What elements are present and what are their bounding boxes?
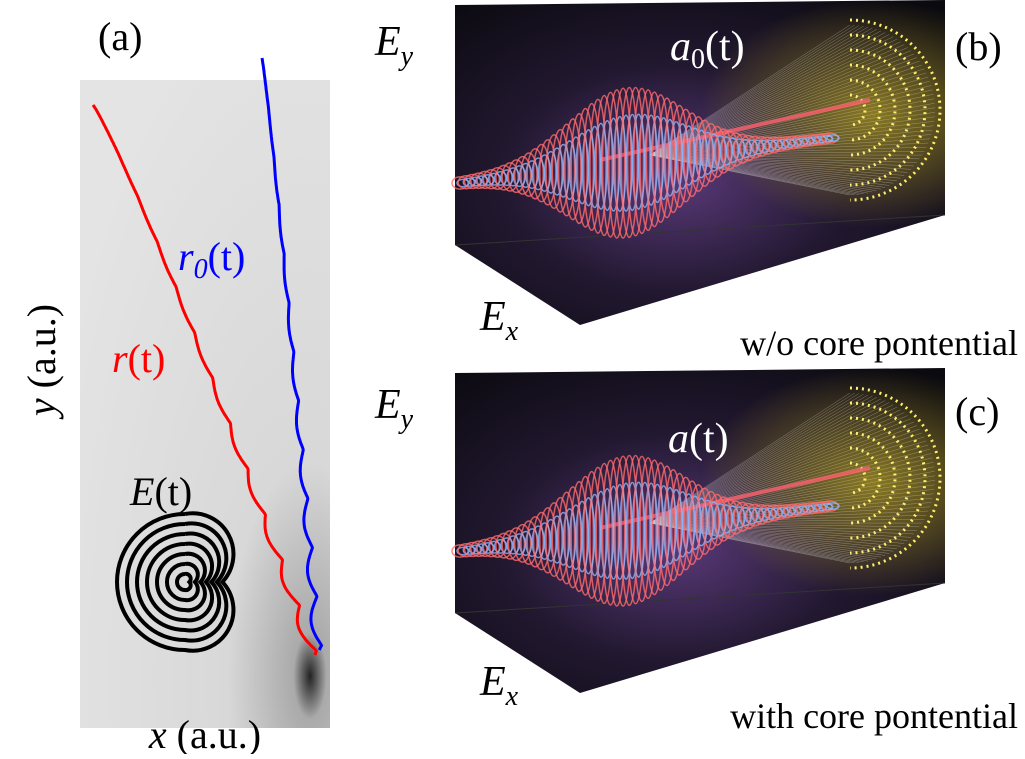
- figure: (a) y (a.u.) x (a.u.) E(t) r(t) r0(t) Ey…: [0, 0, 1025, 754]
- accel-label: a0(t): [670, 24, 745, 75]
- panel-label: (b): [955, 24, 1002, 69]
- caption: w/o core pontential: [740, 323, 1018, 363]
- accel-label: a(t): [668, 416, 729, 462]
- ex-label: Ex: [479, 659, 519, 712]
- ey-label: Ey: [374, 382, 414, 435]
- trajectory-free-label: r0(t): [178, 234, 245, 285]
- ey-label: Ey: [374, 19, 414, 72]
- ex-label: Ex: [479, 294, 519, 347]
- caption: with core pontential: [730, 696, 1018, 736]
- panel-a-background: [80, 80, 330, 728]
- trajectory-label: r(t): [112, 336, 165, 381]
- x-axis-label: x (a.u.): [148, 712, 261, 754]
- field-label: E(t): [129, 469, 192, 514]
- panel-label: (a): [98, 14, 142, 59]
- panel-label: (c): [955, 389, 999, 434]
- y-axis-label: y (a.u.): [19, 304, 64, 420]
